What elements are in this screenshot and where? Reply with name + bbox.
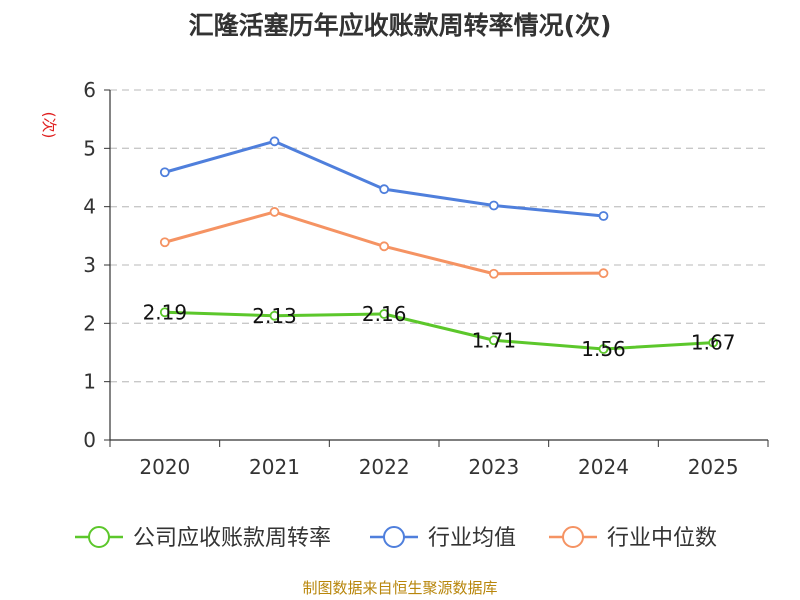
data-point <box>488 268 499 279</box>
data-point <box>708 337 719 348</box>
axes: 0 1 2 3 4 5 6 2020 2021 2022 2023 2024 2025 <box>83 78 769 479</box>
legend-item-1[interactable]: 行业均值 <box>370 526 516 551</box>
data-point <box>269 136 280 147</box>
x-tick-label: 2020 <box>139 455 190 479</box>
x-tick-label: 2022 <box>359 455 410 479</box>
y-tick-label: 1 <box>83 370 96 394</box>
y-tick-label: 3 <box>83 253 96 277</box>
data-labels: 2.19 2.13 2.16 1.71 1.56 1.67 <box>143 300 736 361</box>
legend-label: 行业中位数 <box>607 526 717 551</box>
y-tick-label: 6 <box>83 78 96 102</box>
legend-item-2[interactable]: 行业中位数 <box>549 526 717 551</box>
legend-item-0[interactable]: 公司应收账款周转率 <box>75 526 331 551</box>
series-line-1 <box>164 139 604 218</box>
legend-swatch-marker <box>562 526 584 548</box>
y-axis-label: (次) <box>40 112 58 139</box>
data-point <box>488 335 499 346</box>
x-tick-label: 2024 <box>578 455 629 479</box>
legend: 公司应收账款周转率 行业均值 行业中位数 <box>75 526 717 551</box>
chart-title: 汇隆活塞历年应收账款周转率情况(次) <box>188 11 612 40</box>
y-tick-label: 0 <box>83 428 96 452</box>
data-label: 2.19 <box>143 300 188 324</box>
gridlines <box>110 89 768 383</box>
y-tick-label: 5 <box>83 136 96 160</box>
legend-label: 行业均值 <box>428 526 516 551</box>
data-point <box>379 309 390 319</box>
y-tick-label: 2 <box>83 311 96 335</box>
x-tick-label: 2023 <box>468 455 519 479</box>
data-point <box>379 241 390 252</box>
legend-swatch-marker <box>383 526 405 548</box>
x-tick-label: 2025 <box>688 455 739 479</box>
data-source: 制图数据来自恒生聚源数据库 <box>302 579 498 597</box>
data-point <box>269 207 280 217</box>
legend-label: 公司应收账款周转率 <box>133 526 331 551</box>
data-label: 2.13 <box>252 304 297 328</box>
data-point <box>598 211 609 221</box>
data-point <box>269 310 280 321</box>
legend-swatch-marker <box>88 526 110 548</box>
data-point <box>598 344 609 354</box>
data-label: 1.71 <box>472 328 517 352</box>
data-point <box>598 268 609 279</box>
data-label: 1.67 <box>691 331 736 355</box>
data-point <box>159 237 170 248</box>
data-point <box>379 184 390 195</box>
x-tick-label: 2021 <box>249 455 300 479</box>
data-point <box>488 200 499 211</box>
data-label: 1.56 <box>581 337 626 361</box>
data-label: 2.16 <box>362 302 407 326</box>
data-point <box>159 307 170 318</box>
series-line-0 <box>164 310 714 351</box>
data-point <box>159 167 170 178</box>
y-tick-label: 4 <box>83 195 96 219</box>
series-layer <box>159 136 719 354</box>
